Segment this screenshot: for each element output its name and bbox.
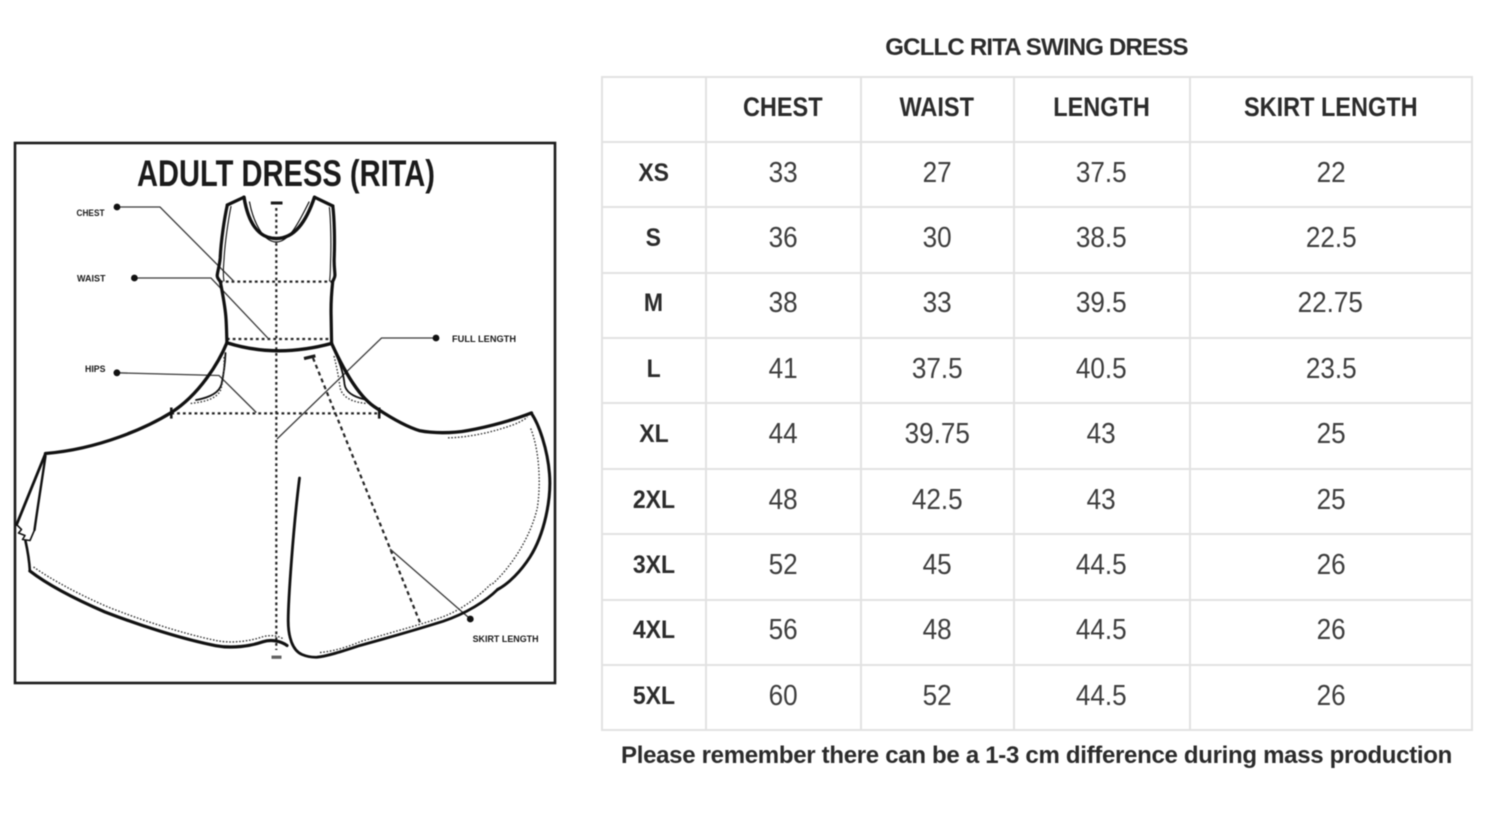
svg-text:FULL LENGTH: FULL LENGTH	[452, 334, 516, 345]
svg-text:HIPS: HIPS	[85, 364, 106, 375]
svg-text:ADULT DRESS (RITA): ADULT DRESS (RITA)	[137, 153, 435, 194]
svg-text:CHEST: CHEST	[77, 208, 105, 219]
svg-text:SKIRT LENGTH: SKIRT LENGTH	[473, 634, 539, 645]
svg-text:WAIST: WAIST	[77, 274, 106, 285]
